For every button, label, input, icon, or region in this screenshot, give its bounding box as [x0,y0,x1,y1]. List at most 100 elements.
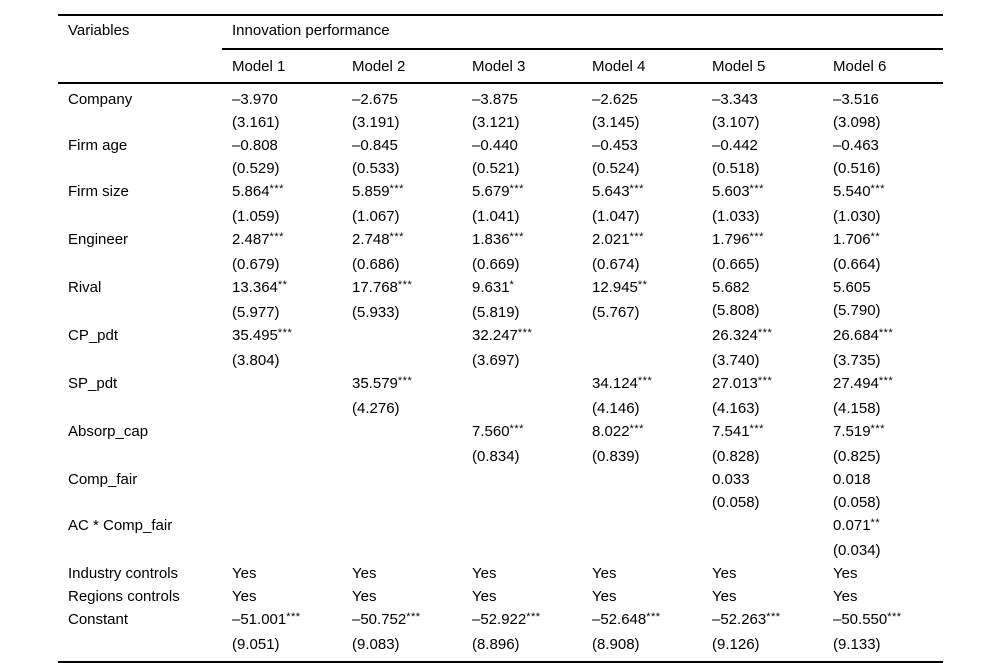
value-cell [342,514,462,562]
coefficient-value: –50.752*** [352,611,421,628]
value-cell: Yes [702,585,823,608]
variable-label: Firm size [68,183,129,200]
variable-label: AC * Comp_fair [68,517,173,534]
standard-error: (0.521) [472,160,520,177]
significance-stars: *** [269,231,284,243]
significance-stars: * [509,279,515,291]
coefficient-value: 7.541*** [712,423,764,440]
value-cell: 1.836*** (0.669) [462,228,582,276]
variable-label: CP_pdt [68,327,119,344]
coefficient-value: –0.453 [592,137,638,154]
coefficient-value: –2.675 [352,91,398,108]
value-cell: Yes [823,585,943,608]
value-cell: –0.463 (0.516) [823,134,943,180]
coefficient-value: 5.605 [833,279,871,296]
significance-stars: *** [870,423,885,435]
coefficient-value: 1.796*** [712,231,764,248]
value-cell: 0.033 (0.058) [702,468,823,514]
significance-stars: *** [878,375,894,387]
value-cell: 17.768*** (5.933) [342,276,462,324]
table-row: AC * Comp_fair 0.071** (0.034) [58,514,943,562]
significance-stars: *** [749,423,764,435]
coefficient-value: –0.442 [712,137,758,154]
value-cell [582,324,702,372]
standard-error: (3.161) [232,114,280,131]
coefficient-value: 0.033 [712,471,750,488]
value-cell [462,514,582,562]
significance-stars: *** [629,183,644,195]
standard-error: (3.804) [232,352,280,369]
coefficient-value: Yes [833,588,858,605]
standard-error: (0.686) [352,256,400,273]
value-cell [342,324,462,372]
value-cell: 7.560*** (0.834) [462,420,582,468]
value-cell: –0.845 (0.533) [342,134,462,180]
regression-results-table: Variables Innovation performance Model 1… [58,14,944,663]
value-cell: 1.796*** (0.665) [702,228,823,276]
standard-error: (3.145) [592,114,640,131]
standard-error: (9.083) [352,636,400,653]
coefficient-value: 27.013*** [712,375,773,392]
coefficient-value: Yes [712,565,737,582]
coefficient-value: 5.864*** [232,183,284,200]
coefficient-value: 35.495*** [232,327,293,344]
table-row: Rival 13.364** (5.977) 17.768*** (5.933) 9.63… [58,276,943,324]
standard-error: (5.808) [712,302,760,319]
coefficient-value: Yes [592,565,617,582]
coefficient-value: –50.550*** [833,611,902,628]
coefficient-value: 26.324*** [712,327,773,344]
standard-error: (1.030) [833,208,881,225]
significance-stars: *** [277,327,293,339]
value-cell: 13.364** (5.977) [222,276,342,324]
variable-label: Rival [68,279,102,296]
coefficient-value: –0.808 [232,137,278,154]
value-cell: 5.682 (5.808) [702,276,823,324]
standard-error: (8.908) [592,636,640,653]
standard-error: (1.033) [712,208,760,225]
coefficient-value: –52.648*** [592,611,661,628]
significance-stars: *** [509,231,524,243]
coefficient-value: –51.001*** [232,611,301,628]
coefficient-value: 1.706** [833,231,881,248]
variable-label: Firm age [68,137,128,154]
standard-error: (3.191) [352,114,400,131]
standard-error: (0.834) [472,448,520,465]
standard-error: (4.276) [352,400,400,417]
standard-error: (0.828) [712,448,760,465]
coefficient-value: 34.124*** [592,375,653,392]
variable-label: Engineer [68,231,129,248]
significance-stars: ** [870,231,881,243]
significance-stars: *** [629,231,644,243]
value-cell: 2.021*** (0.674) [582,228,702,276]
value-cell: –0.442 (0.518) [702,134,823,180]
coefficient-value: 2.748*** [352,231,404,248]
coefficient-value: 5.603*** [712,183,764,200]
coefficient-value: Yes [472,588,497,605]
significance-stars: *** [637,375,653,387]
coefficient-value: 12.945** [592,279,648,296]
standard-error: (3.697) [472,352,520,369]
value-cell: 32.247*** (3.697) [462,324,582,372]
value-cell: 12.945** (5.767) [582,276,702,324]
value-cell: –0.808 (0.529) [222,134,342,180]
variable-label: Regions controls [68,588,180,605]
table-row: Absorp_cap 7.560*** (0.834) 8.022*** (0.839)… [58,420,943,468]
coefficient-value: Yes [472,565,497,582]
standard-error: (3.107) [712,114,760,131]
coefficient-value: Yes [592,588,617,605]
significance-stars: *** [526,611,541,623]
value-cell: 5.540*** (1.030) [823,180,943,228]
table-row: Constant –51.001*** (9.051) –50.752*** (9.08… [58,608,943,662]
value-cell: 0.018 (0.058) [823,468,943,514]
standard-error: (0.524) [592,160,640,177]
value-cell: Yes [222,585,342,608]
value-cell: Yes [582,562,702,585]
standard-error: (8.896) [472,636,520,653]
value-cell: –3.516 (3.098) [823,83,943,134]
significance-stars: *** [509,183,524,195]
coefficient-value: 5.679*** [472,183,524,200]
regression-table-container: Variables Innovation performance Model 1… [58,14,944,663]
value-cell: 7.541*** (0.828) [702,420,823,468]
standard-error: (1.047) [592,208,640,225]
significance-stars: *** [766,611,781,623]
